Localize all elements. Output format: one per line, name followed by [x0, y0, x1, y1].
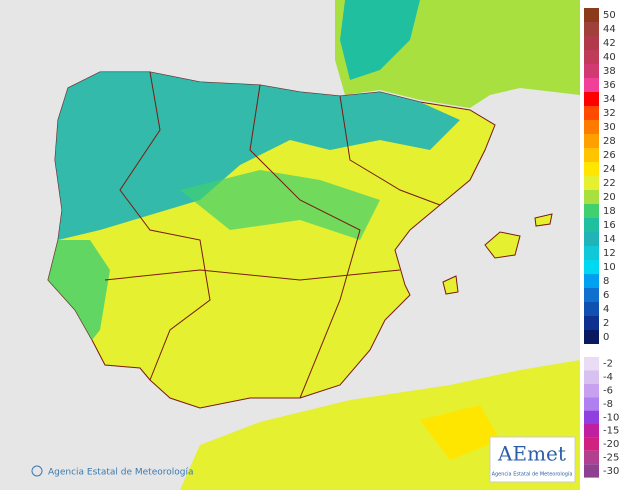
legend-swatch — [584, 218, 599, 232]
france-teal — [340, 0, 420, 80]
legend-label: -6 — [603, 386, 613, 397]
legend-swatch — [584, 274, 599, 288]
legend-swatch — [584, 22, 599, 36]
legend-label: -20 — [603, 439, 619, 450]
legend-swatch — [584, 397, 599, 411]
legend-label: 44 — [603, 24, 616, 35]
legend-label: 40 — [603, 52, 616, 63]
legend-label: 10 — [603, 262, 616, 273]
legend-swatch — [584, 424, 599, 438]
logo-box — [489, 436, 576, 483]
legend-swatch — [584, 64, 599, 78]
legend-label: -4 — [603, 372, 613, 383]
menorca — [534, 213, 553, 227]
copyright: Agencia Estatal de Meteorología — [48, 468, 194, 478]
legend-label: -2 — [603, 359, 613, 370]
legend-label: 28 — [603, 136, 616, 147]
province-borders — [119, 71, 211, 381]
iberia-center — [180, 170, 380, 240]
legend-label: 36 — [603, 80, 616, 91]
legend-label: 20 — [603, 192, 616, 203]
province-borders — [249, 84, 361, 399]
legend-swatch — [584, 50, 599, 64]
iberia-north — [55, 72, 460, 240]
legend-label: -15 — [603, 426, 619, 437]
legend-swatch — [584, 232, 599, 246]
legend-swatch — [584, 190, 599, 204]
legend-swatch — [584, 36, 599, 50]
legend-swatch — [584, 288, 599, 302]
legend-swatch — [584, 162, 599, 176]
province-borders — [339, 95, 441, 206]
mallorca — [484, 231, 521, 259]
legend-swatch — [584, 357, 599, 371]
legend-label: 8 — [603, 276, 609, 287]
legend-label: 12 — [603, 248, 616, 259]
legend-label: 30 — [603, 122, 616, 133]
copyright-icon — [31, 465, 43, 477]
legend-label: 34 — [603, 94, 616, 105]
legend-label: 38 — [603, 66, 616, 77]
legend-swatch — [584, 246, 599, 260]
legend-label: 2 — [603, 318, 609, 329]
logo-subtitle: Agencia Estatal de Meteorología — [492, 471, 573, 478]
legend-label: 50 — [603, 10, 616, 21]
legend-label: -25 — [603, 453, 619, 464]
legend-swatch — [584, 106, 599, 120]
province-borders — [104, 269, 401, 281]
legend-swatch — [584, 437, 599, 451]
legend-swatch — [584, 370, 599, 384]
legend-swatch — [584, 176, 599, 190]
legend-label: 26 — [603, 150, 616, 161]
legend: 5044424038363432302826242220181614121086… — [584, 8, 619, 478]
legend-label: 14 — [603, 234, 616, 245]
legend-label: -8 — [603, 399, 613, 410]
legend-swatch — [584, 78, 599, 92]
legend-swatch — [584, 450, 599, 465]
legend-label: 4 — [603, 304, 609, 315]
africa — [180, 360, 580, 490]
legend-label: 6 — [603, 290, 609, 301]
legend-swatch — [584, 92, 599, 106]
portugal-coast — [48, 240, 110, 340]
legend-label: -10 — [603, 412, 619, 423]
legend-swatch — [584, 8, 599, 22]
legend-label: 42 — [603, 38, 616, 49]
legend-swatch — [584, 120, 599, 134]
legend-swatch — [584, 204, 599, 218]
legend-label: 32 — [603, 108, 616, 119]
logo-brand: AEmet — [497, 442, 566, 466]
legend-label: 16 — [603, 220, 616, 231]
legend-label: 0 — [603, 332, 609, 343]
legend-label: 22 — [603, 178, 616, 189]
legend-swatch — [584, 330, 599, 344]
legend-swatch — [584, 148, 599, 162]
legend-swatch — [584, 410, 599, 424]
legend-label: -30 — [603, 466, 619, 477]
legend-swatch — [584, 302, 599, 316]
legend-swatch — [584, 134, 599, 148]
legend-label: 18 — [603, 206, 616, 217]
africa-warm — [420, 405, 500, 460]
legend-swatch — [584, 464, 599, 478]
legend-swatch — [584, 316, 599, 330]
legend-swatch — [584, 260, 599, 274]
legend-label: 24 — [603, 164, 616, 175]
legend-swatch — [584, 383, 599, 398]
ibiza — [442, 275, 459, 295]
